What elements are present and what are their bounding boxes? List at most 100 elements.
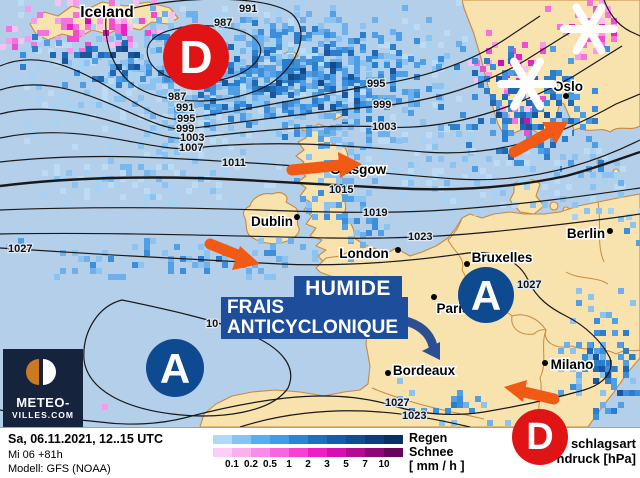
city-label-dublin: Dublin [251, 214, 293, 229]
precip-pixel [276, 102, 282, 108]
precip-pixel [538, 142, 544, 148]
precip-pixel [408, 24, 414, 30]
legend-color-segment [308, 448, 327, 457]
precip-pixel [593, 408, 599, 414]
precip-pixel [360, 196, 366, 202]
precip-pixel [581, 360, 587, 366]
precip-pixel [72, 268, 78, 274]
precip-pixel [216, 95, 222, 101]
precip-pixel [438, 56, 444, 62]
precip-pixel [336, 90, 342, 96]
precip-pixel [545, 6, 551, 12]
isobar-label: 1003 [372, 121, 396, 133]
precip-pixel [557, 24, 563, 30]
precip-pixel [174, 102, 180, 108]
precip-pixel [556, 100, 562, 106]
precip-pixel [318, 80, 324, 86]
precip-pixel [120, 114, 126, 120]
precip-pixel [74, 52, 80, 58]
precip-pixel [222, 12, 228, 18]
precip-pixel [318, 98, 324, 104]
precip-pixel [581, 54, 587, 60]
precip-pixel [618, 288, 624, 294]
precip-pixel [12, 26, 18, 32]
city-label-bordeaux: Bordeaux [393, 363, 456, 378]
precip-pixel [318, 41, 324, 47]
precip-pixel [378, 116, 384, 122]
precip-pixel [599, 18, 605, 24]
frais-anticyclonique-annotation: FRAIS ANTICYCLONIQUE [221, 297, 408, 339]
precip-pixel [402, 132, 408, 138]
precip-pixel [530, 202, 536, 208]
legend-color-segment [251, 435, 270, 444]
precip-pixel [139, 18, 145, 24]
city-dot-bruxelles [464, 261, 470, 267]
precip-pixel [558, 390, 564, 396]
precip-pixel [144, 250, 150, 256]
precip-pixel [478, 76, 484, 82]
precip-pixel [414, 150, 420, 156]
precip-pixel [402, 5, 408, 11]
precip-pixel [132, 48, 138, 54]
precip-pixel [234, 86, 240, 92]
precip-pixel [240, 108, 246, 114]
precip-pixel [162, 71, 168, 77]
precip-pixel [330, 104, 336, 110]
precip-pixel [240, 17, 246, 23]
precip-pixel [560, 154, 566, 160]
precip-pixel [144, 170, 150, 176]
precip-pixel [198, 262, 204, 268]
precip-pixel [600, 390, 606, 396]
precip-pixel [318, 60, 324, 66]
precip-pixel [384, 98, 390, 104]
precip-pixel [324, 74, 330, 80]
precip-pixel [276, 32, 282, 38]
precip-pixel [354, 113, 360, 119]
precip-pixel [560, 196, 566, 202]
precip-pixel [294, 32, 300, 38]
precip-pixel [562, 76, 568, 82]
precip-pixel [168, 18, 174, 24]
legend-tick: 0.5 [263, 459, 277, 470]
precip-pixel [31, 18, 37, 24]
precip-pixel [348, 218, 354, 224]
precip-pixel [97, 12, 103, 18]
precip-pixel [150, 125, 156, 131]
precip-pixel [348, 256, 354, 262]
precip-pixel [210, 89, 216, 95]
precip-pixel [246, 104, 252, 110]
precip-pixel [115, 24, 121, 30]
precip-pixel [623, 348, 629, 354]
precip-pixel [264, 274, 270, 280]
precip-pixel [276, 120, 282, 126]
precip-pixel [348, 142, 354, 148]
precip-pixel [568, 94, 574, 100]
precip-pixel [258, 41, 264, 47]
precip-pixel [587, 348, 593, 354]
precip-pixel [378, 138, 384, 144]
precip-pixel [252, 44, 258, 50]
precip-pixel [164, 76, 170, 82]
precip-pixel [25, 6, 31, 12]
precip-pixel [490, 64, 496, 70]
precip-pixel [484, 58, 490, 64]
precip-pixel [360, 32, 366, 38]
precip-pixel [132, 84, 138, 90]
precip-pixel [192, 158, 198, 164]
precip-pixel [120, 164, 126, 170]
precip-pixel [174, 89, 180, 95]
precip-pixel [496, 148, 502, 154]
flow-arrow-milano-icon [504, 380, 560, 405]
isobar-987 [146, 25, 262, 83]
precip-pixel [384, 150, 390, 156]
precip-pixel [600, 342, 606, 348]
precip-pixel [520, 112, 526, 118]
precip-pixel [318, 113, 324, 119]
precip-pixel [300, 17, 306, 23]
isobar-1023-south [239, 410, 471, 427]
precip-pixel [258, 108, 264, 114]
precip-pixel [198, 132, 204, 138]
precip-pixel [168, 108, 174, 114]
precip-pixel [390, 54, 396, 60]
legend-tick: 0.1 [225, 459, 239, 470]
